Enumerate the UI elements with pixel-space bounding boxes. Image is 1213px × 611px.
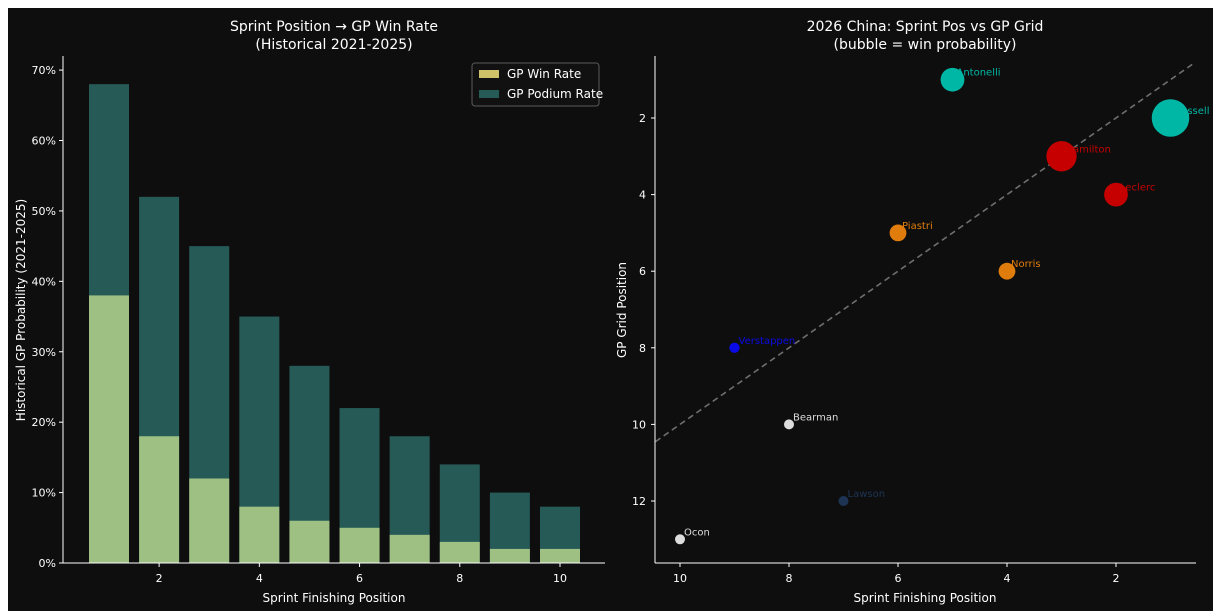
legend-swatch-podium — [479, 90, 499, 98]
legend-swatch-win — [479, 70, 499, 78]
y-tick-label: 20% — [32, 416, 56, 429]
legend: GP Win Rate GP Podium Rate — [471, 62, 603, 107]
bubble-leclerc — [1104, 182, 1128, 207]
driver-label: Leclerc — [1120, 183, 1155, 194]
bubble-bearman — [784, 419, 794, 430]
driver-label: Norris — [1011, 259, 1041, 270]
bar-win-rate — [389, 534, 430, 563]
y-tick-label: 10% — [32, 487, 56, 500]
x-tick-label: 2 — [1113, 572, 1120, 585]
bar-win-rate — [239, 506, 280, 563]
driver-label: Antonelli — [957, 68, 1001, 79]
bar-win-rate — [489, 548, 530, 563]
bar-win-rate — [439, 541, 480, 563]
legend-label-win: GP Win Rate — [507, 67, 581, 81]
x-tick-label: 6 — [895, 572, 902, 585]
x-tick-label: 10 — [673, 572, 687, 585]
y-tick-label: 12 — [632, 495, 646, 508]
y-tick-label: 70% — [32, 64, 56, 77]
driver-label: Piastri — [902, 221, 933, 232]
reference-line — [655, 61, 1196, 443]
y-tick-label: 2 — [639, 112, 646, 125]
y-tick-label: 10 — [632, 418, 646, 431]
right-x-axis-label: Sprint Finishing Position — [854, 591, 997, 605]
bar-win-rate — [139, 436, 180, 563]
left-y-axis-label: Historical GP Probability (2021-2025) — [14, 199, 28, 421]
driver-label: Verstappen — [739, 336, 796, 347]
driver-label: Lawson — [848, 489, 886, 500]
driver-label: Russell — [1175, 106, 1210, 117]
y-tick-label: 40% — [32, 275, 56, 288]
x-tick-label: 4 — [1004, 572, 1011, 585]
driver-label: Hamilton — [1066, 144, 1111, 155]
y-tick-label: 30% — [32, 346, 56, 359]
bar-win-rate — [289, 520, 330, 563]
y-tick-label: 60% — [32, 135, 56, 148]
right-y-axis-label: GP Grid Position — [615, 262, 629, 358]
right-chart-title: 2026 China: Sprint Pos vs GP Grid (bubble… — [807, 19, 1044, 53]
left-chart: Sprint Position → GP Win Rate (Historical… — [14, 19, 605, 605]
x-tick-label: 8 — [456, 572, 463, 585]
y-tick-label: 6 — [639, 265, 646, 278]
bubble-ocon — [675, 534, 685, 545]
x-tick-label: 6 — [356, 572, 363, 585]
driver-label: Bearman — [793, 412, 838, 423]
bubble-antonelli — [940, 67, 965, 92]
driver-label: Ocon — [684, 527, 710, 538]
bar-win-rate — [189, 478, 230, 563]
x-tick-label: 2 — [156, 572, 163, 585]
x-tick-label: 4 — [256, 572, 263, 585]
y-tick-label: 4 — [639, 189, 646, 202]
bar-win-rate — [339, 527, 380, 563]
bubble-hamilton — [1046, 141, 1077, 172]
y-tick-label: 0% — [39, 557, 56, 570]
bubble-piastri — [889, 224, 907, 242]
bubble-verstappen — [729, 342, 740, 353]
x-tick-label: 8 — [786, 572, 793, 585]
bubble-russell — [1151, 99, 1190, 137]
bar-win-rate — [89, 295, 129, 563]
bubble-norris — [998, 262, 1016, 280]
y-tick-label: 8 — [639, 342, 646, 355]
right-chart: 2026 China: Sprint Pos vs GP Grid (bubble… — [615, 19, 1209, 605]
legend-label-podium: GP Podium Rate — [507, 87, 603, 101]
bubble-lawson — [838, 496, 849, 506]
legend-box — [471, 62, 600, 107]
y-tick-label: 50% — [32, 205, 56, 218]
x-tick-label: 10 — [553, 572, 567, 585]
left-chart-title: Sprint Position → GP Win Rate (Historical… — [230, 19, 438, 53]
bar-win-rate — [540, 548, 580, 563]
left-x-axis-label: Sprint Finishing Position — [263, 591, 406, 605]
